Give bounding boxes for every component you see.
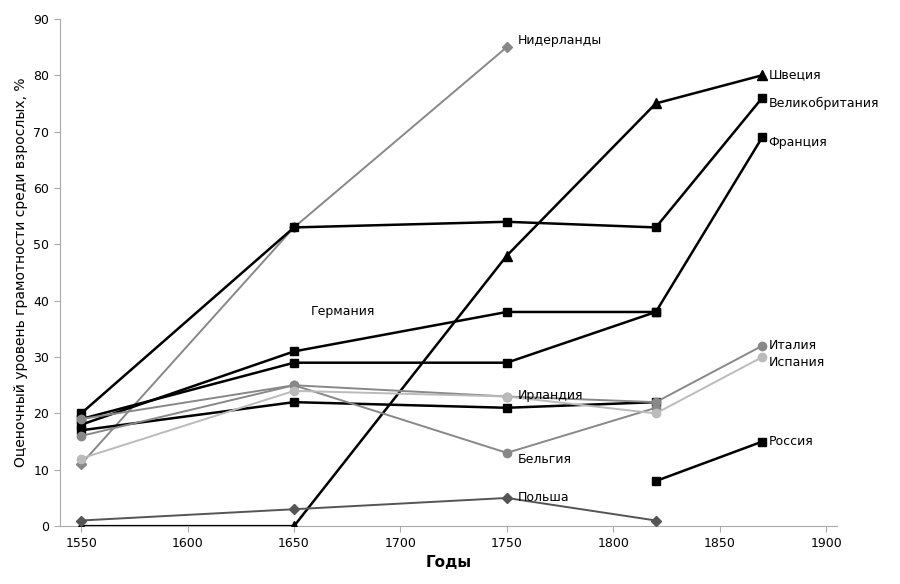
Text: Россия: Россия	[769, 435, 814, 448]
Text: Швеция: Швеция	[769, 69, 822, 82]
Text: Германия: Германия	[311, 305, 375, 318]
Text: Ирландия: Ирландия	[518, 389, 583, 402]
Y-axis label: Оценочный уровень грамотности среди взрослых, %: Оценочный уровень грамотности среди взро…	[14, 78, 28, 467]
Text: Франция: Франция	[769, 137, 827, 150]
X-axis label: Годы: Годы	[425, 555, 472, 570]
Text: Бельгия: Бельгия	[518, 453, 572, 466]
Text: Италия: Италия	[769, 339, 817, 352]
Text: Великобритания: Великобритания	[769, 97, 879, 110]
Text: Нидерланды: Нидерланды	[518, 34, 602, 47]
Text: Польша: Польша	[518, 492, 569, 505]
Text: Испания: Испания	[769, 356, 825, 369]
